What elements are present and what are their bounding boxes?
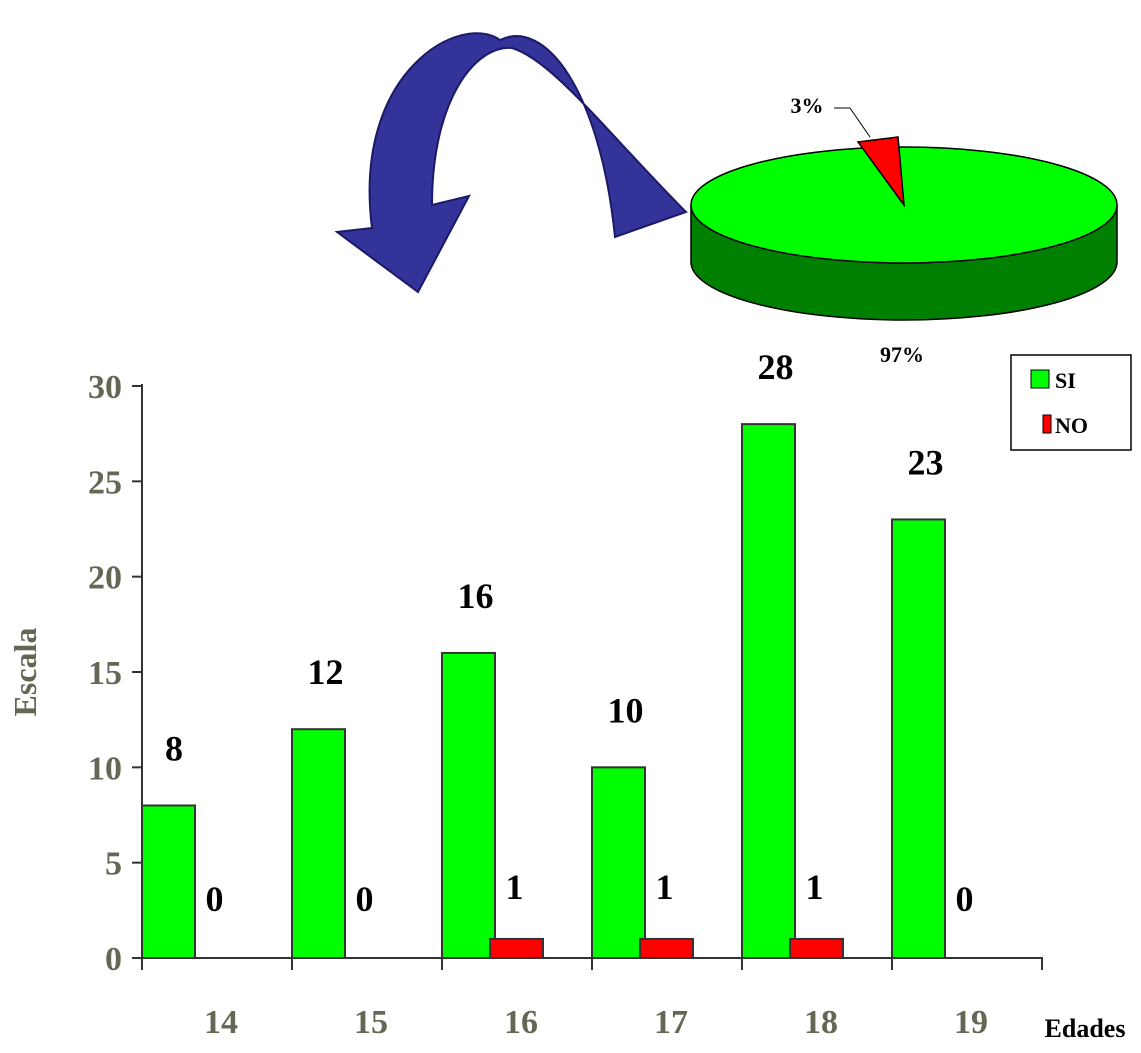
data-label-no: 0	[356, 879, 374, 919]
bar-no	[489, 937, 544, 960]
data-label-si: 16	[458, 576, 494, 616]
legend-box	[1010, 354, 1132, 451]
data-label-no: 1	[806, 867, 824, 907]
data-label-si: 23	[908, 442, 944, 482]
bar-no	[639, 937, 694, 960]
legend-label-si: SI	[1055, 368, 1076, 393]
pie-label-leader	[849, 107, 871, 138]
bar-si	[441, 651, 496, 960]
bar-si	[141, 804, 196, 960]
x-tick-label: 19	[954, 1004, 988, 1041]
x-tick-label: 17	[654, 1004, 688, 1041]
y-tick-label: 20	[88, 560, 122, 597]
data-label-no: 0	[956, 879, 974, 919]
curved-arrow-icon	[334, 32, 688, 294]
x-tick-label: 16	[504, 1004, 538, 1041]
bar-no	[789, 937, 844, 960]
data-label-si: 12	[308, 652, 344, 692]
y-axis-label: Escala	[7, 628, 43, 717]
data-label-no: 1	[506, 867, 524, 907]
data-label-si: 8	[165, 728, 183, 768]
bar-si	[291, 728, 346, 960]
bar-chart-bars	[141, 423, 946, 960]
x-axis-label: Edades	[1045, 1014, 1126, 1043]
y-tick-label: 25	[88, 464, 122, 501]
y-tick-label: 30	[88, 369, 122, 406]
data-label-si: 10	[608, 690, 644, 730]
x-tick-label: 15	[354, 1004, 388, 1041]
y-tick-label: 15	[88, 655, 122, 692]
data-label-si: 28	[758, 347, 794, 387]
x-tick-label: 14	[204, 1004, 238, 1041]
legend: SI NO	[1010, 354, 1132, 451]
legend-swatch-si	[1030, 369, 1050, 389]
pie-label-no: 3%	[791, 93, 824, 118]
pie-label-si: 97%	[880, 342, 924, 367]
data-label-no: 0	[206, 879, 224, 919]
bar-si	[891, 518, 946, 959]
bar-si	[591, 766, 646, 959]
y-tick-label: 5	[105, 846, 122, 883]
y-tick-label: 0	[105, 941, 122, 978]
pie-chart: 3% 97%	[690, 93, 1118, 367]
y-tick-label: 10	[88, 750, 122, 787]
pie-slice-no	[856, 136, 905, 208]
legend-label-no: NO	[1055, 413, 1088, 438]
bar-si	[741, 423, 796, 959]
legend-swatch-no	[1042, 414, 1052, 434]
data-label-no: 1	[656, 867, 674, 907]
x-tick-label: 18	[804, 1004, 838, 1041]
